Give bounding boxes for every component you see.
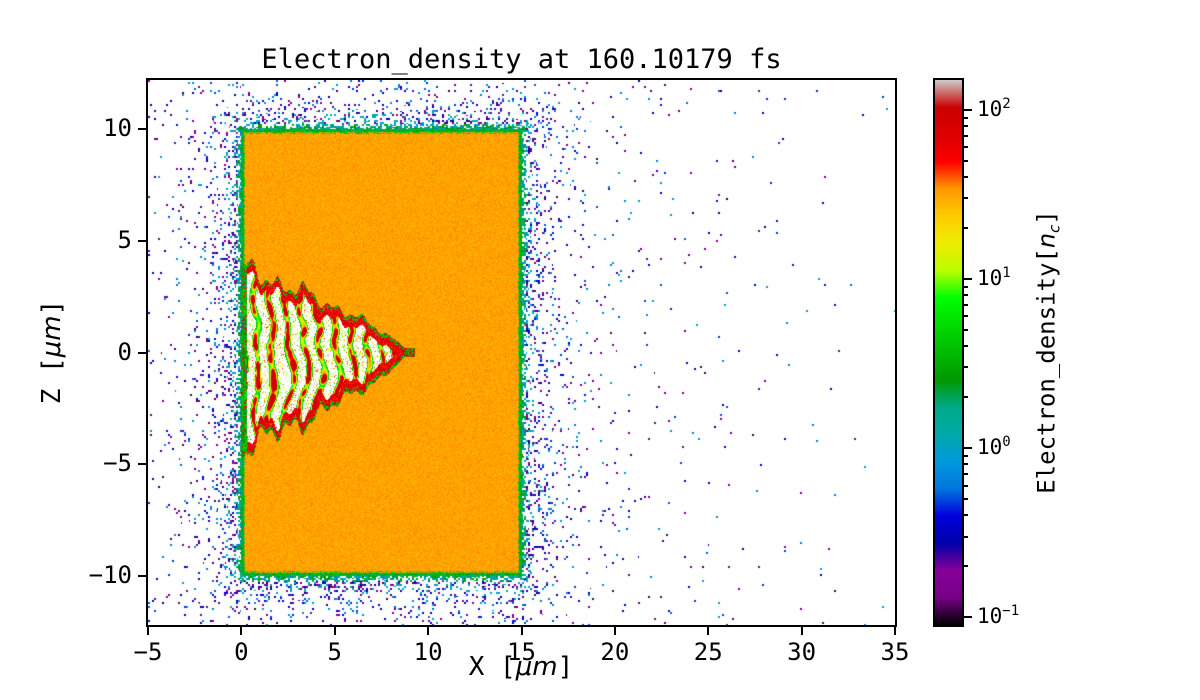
colorbar-minor-tick bbox=[964, 498, 968, 501]
colorbar-minor-tick bbox=[964, 116, 968, 119]
y-tick-mark bbox=[138, 351, 146, 354]
y-tick-mark bbox=[138, 239, 146, 242]
y-tick-label: 10 bbox=[103, 114, 132, 143]
colorbar-minor-tick bbox=[964, 294, 968, 297]
x-tick-label: 10 bbox=[413, 638, 443, 666]
x-axis-label-text: X [ bbox=[468, 652, 516, 682]
y-tick-label: −5 bbox=[103, 449, 132, 478]
colorbar-tick-label: 10−1 bbox=[977, 603, 1020, 629]
colorbar-minor-tick bbox=[964, 514, 968, 517]
colorbar-minor-tick bbox=[964, 463, 968, 466]
y-tick-label: 5 bbox=[117, 225, 132, 254]
heatmap-canvas bbox=[148, 80, 895, 625]
colorbar-tick-label: 102 bbox=[977, 95, 1011, 121]
plot-title: Electron_density at 160.10179 fs bbox=[261, 44, 782, 75]
colorbar-label-close: ] bbox=[1032, 210, 1061, 225]
x-tick-label: 30 bbox=[787, 638, 817, 666]
y-tick-mark bbox=[138, 128, 146, 131]
y-tick-mark bbox=[138, 463, 146, 466]
x-axis-label: X [μm] bbox=[469, 652, 574, 682]
x-tick-label: 35 bbox=[880, 638, 910, 666]
x-tick-label: 25 bbox=[693, 638, 723, 666]
colorbar-minor-tick bbox=[964, 328, 968, 331]
x-tick-label: −5 bbox=[133, 638, 163, 666]
colorbar-minor-tick bbox=[964, 315, 968, 318]
colorbar-minor-tick bbox=[964, 125, 968, 128]
colorbar-major-tick bbox=[964, 616, 972, 619]
colorbar-minor-tick bbox=[964, 146, 968, 149]
colorbar-minor-tick bbox=[964, 454, 968, 457]
colorbar-tick-label: 100 bbox=[977, 434, 1011, 460]
colorbar-minor-tick bbox=[964, 565, 968, 568]
x-tick-mark bbox=[520, 627, 523, 635]
x-tick-mark bbox=[147, 627, 149, 635]
colorbar-tick-label: 101 bbox=[977, 264, 1011, 290]
y-axis-label: Z [μm] bbox=[37, 300, 67, 405]
colorbar-label-symbol: n bbox=[1032, 232, 1061, 249]
x-tick-mark bbox=[613, 627, 616, 635]
colorbar-minor-tick bbox=[964, 285, 968, 288]
x-tick-mark bbox=[333, 627, 336, 635]
x-tick-label: 5 bbox=[327, 638, 342, 666]
colorbar-minor-tick bbox=[964, 345, 968, 348]
x-tick-mark bbox=[707, 627, 710, 635]
x-axis-label-close: ] bbox=[557, 652, 574, 682]
colorbar-label-text: Electron_density[ bbox=[1032, 248, 1061, 494]
colorbar-major-tick bbox=[964, 277, 972, 280]
colorbar-minor-tick bbox=[964, 304, 968, 307]
y-axis-label-unit: μm bbox=[37, 315, 67, 358]
colorbar-label-subscript: c bbox=[1045, 224, 1064, 233]
y-tick-mark bbox=[138, 574, 146, 577]
colorbar-minor-tick bbox=[964, 484, 968, 487]
colorbar-minor-tick bbox=[964, 176, 968, 179]
x-tick-label: 15 bbox=[507, 638, 536, 666]
x-tick-label: 20 bbox=[600, 638, 630, 666]
y-axis-label-close: ] bbox=[37, 299, 67, 316]
x-tick-mark bbox=[800, 627, 803, 635]
x-axis-label-unit: μm bbox=[515, 652, 558, 682]
colorbar-minor-tick bbox=[964, 134, 968, 137]
colorbar-minor-tick bbox=[964, 396, 968, 399]
colorbar-major-tick bbox=[964, 447, 972, 450]
colorbar-canvas bbox=[935, 80, 962, 625]
x-tick-mark bbox=[427, 627, 430, 635]
colorbar-label: Electron_density[nc] bbox=[1033, 210, 1064, 494]
colorbar-minor-tick bbox=[964, 535, 968, 538]
x-tick-label: 0 bbox=[234, 638, 249, 666]
y-axis-label-text: Z [ bbox=[37, 357, 67, 405]
plot-area bbox=[146, 78, 897, 627]
colorbar-minor-tick bbox=[964, 227, 968, 230]
x-tick-mark bbox=[894, 627, 896, 635]
colorbar-minor-tick bbox=[964, 159, 968, 162]
colorbar-minor-tick bbox=[964, 366, 968, 369]
x-tick-mark bbox=[240, 627, 243, 635]
y-tick-label: 0 bbox=[117, 337, 132, 366]
colorbar-minor-tick bbox=[964, 473, 968, 476]
colorbar-minor-tick bbox=[964, 197, 968, 200]
colorbar-major-tick bbox=[964, 108, 972, 111]
y-tick-label: −10 bbox=[88, 560, 132, 589]
colorbar bbox=[933, 78, 964, 627]
